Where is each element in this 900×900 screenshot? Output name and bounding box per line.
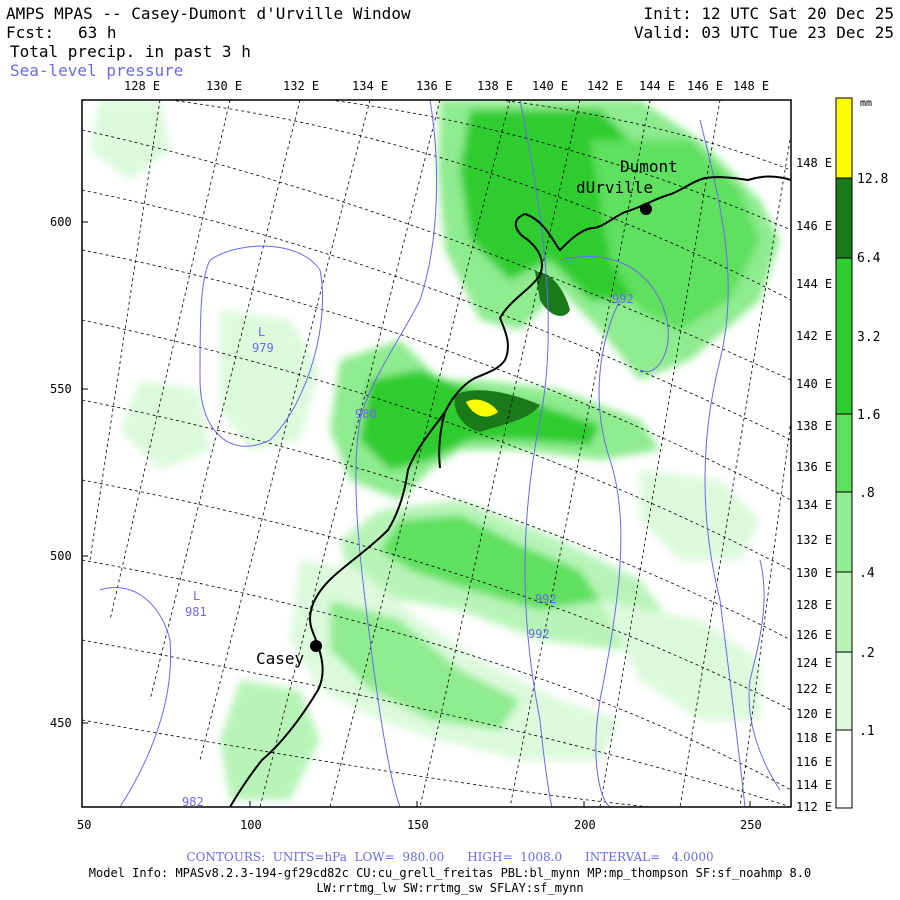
right-lon-label: 138 E: [796, 419, 832, 433]
pressure-label: 980: [355, 407, 377, 421]
colorbar-bin: [836, 178, 852, 258]
colorbar: mm 12.8 6.4 3.2 1.6 .8 .4 .2 .1: [835, 97, 888, 809]
pressure-label: 982: [182, 795, 204, 809]
bottom-tick-label: 50: [77, 818, 91, 832]
bottom-tick-label: 200: [574, 818, 596, 832]
top-lon-label: 148 E: [733, 79, 769, 93]
right-lon-label: 116 E: [796, 755, 832, 769]
right-lon-label: 146 E: [796, 219, 832, 233]
bottom-tick-label: 100: [240, 818, 262, 832]
colorbar-bin: [836, 572, 852, 652]
pressure-label: L: [258, 325, 265, 339]
bottom-tick-label: 150: [407, 818, 429, 832]
pressure-label: L: [193, 589, 200, 603]
left-tick-label: 600: [50, 215, 72, 229]
right-lon-label: 134 E: [796, 498, 832, 512]
map-frame: [81, 99, 792, 808]
station-dumont-durville-marker: [640, 203, 652, 215]
colorbar-bin: [836, 652, 852, 730]
top-lon-label: 128 E: [124, 79, 160, 93]
right-lon-label: 124 E: [796, 656, 832, 670]
station-dumont-label-2: dUrville: [576, 178, 653, 197]
pressure-label: 992: [535, 592, 557, 606]
right-lon-label: 148 E: [796, 156, 832, 170]
station-casey-marker: [310, 640, 322, 652]
colorbar-level-label: 1.6: [857, 408, 880, 423]
top-lon-label: 130 E: [206, 79, 242, 93]
top-lon-label: 144 E: [639, 79, 675, 93]
top-lon-label: 136 E: [416, 79, 452, 93]
top-lon-label: 138 E: [477, 79, 513, 93]
heavy-precip-cell: [535, 271, 570, 316]
right-lon-label: 132 E: [796, 533, 832, 547]
colorbar-bin: [836, 730, 852, 808]
right-lon-label: 122 E: [796, 682, 832, 696]
pressure-contours: [99, 100, 781, 807]
graticule-latitude: [82, 100, 791, 807]
overlay-name: Sea-level pressure: [10, 61, 184, 80]
colorbar-bin: [836, 98, 852, 178]
top-lon-label: 134 E: [352, 79, 388, 93]
bottom-axis: 50 100 150 200 250: [77, 801, 762, 832]
pressure-label: 981: [185, 605, 207, 619]
colorbar-bin: [836, 258, 852, 414]
colorbar-bin: [836, 492, 852, 572]
top-lon-label: 132 E: [283, 79, 319, 93]
contour-info: CONTOURS: UNITS=hPa LOW= 980.00 HIGH= 10…: [186, 850, 714, 864]
station-dumont-label-1: Dumont: [620, 157, 678, 176]
right-lon-label: 120 E: [796, 707, 832, 721]
colorbar-level-label: .4: [859, 566, 875, 581]
colorbar-level-label: .1: [859, 724, 875, 739]
colorbar-level-label: 12.8: [857, 172, 888, 187]
right-longitude-labels: 148 E 146 E 144 E 142 E 140 E 138 E 136 …: [796, 156, 832, 814]
right-lon-label: 128 E: [796, 598, 832, 612]
colorbar-level-label: 6.4: [857, 251, 881, 266]
left-tick-label: 500: [50, 549, 72, 563]
max-precip-cell: [466, 399, 498, 417]
model-info-physics: LW:rrtmg_lw SW:rrtmg_sw SFLAY:sf_mynn: [316, 881, 584, 895]
forecast-hours: 63 h: [78, 23, 117, 42]
right-lon-label: 142 E: [796, 329, 832, 343]
graticule-longitude: [89, 100, 791, 807]
colorbar-level-label: 3.2: [857, 330, 880, 345]
map-title: AMPS MPAS -- Casey-Dumont d'Urville Wind…: [6, 4, 411, 23]
left-tick-label: 550: [50, 382, 72, 396]
model-info: Model Info: MPASv8.2.3-194-gf29cd82c CU:…: [88, 866, 812, 880]
right-lon-label: 126 E: [796, 628, 832, 642]
right-lon-label: 140 E: [796, 377, 832, 391]
right-lon-label: 136 E: [796, 460, 832, 474]
valid-time: Valid: 03 UTC Tue 23 Dec 25: [633, 23, 894, 42]
colorbar-level-label: .2: [859, 646, 875, 661]
pressure-label: 992: [612, 292, 634, 306]
precip-field: [82, 100, 791, 807]
station-casey-label: Casey: [256, 649, 305, 668]
pressure-label: 979: [252, 341, 274, 355]
coastline: [229, 175, 791, 807]
right-lon-label: 112 E: [796, 800, 832, 814]
right-lon-label: 144 E: [796, 277, 832, 291]
left-tick-label: 450: [50, 716, 72, 730]
right-lon-label: 130 E: [796, 566, 832, 580]
left-axis: 600 550 500 450: [50, 215, 88, 730]
top-lon-label: 142 E: [587, 79, 623, 93]
colorbar-bin: [836, 414, 852, 492]
top-lon-label: 146 E: [687, 79, 723, 93]
init-time: Init: 12 UTC Sat 20 Dec 25: [643, 4, 894, 23]
top-longitude-labels: 128 E 130 E 132 E 134 E 136 E 138 E 140 …: [124, 79, 769, 93]
bottom-tick-label: 250: [740, 818, 762, 832]
colorbar-level-label: .8: [859, 486, 875, 501]
pressure-label: 992: [528, 627, 550, 641]
right-lon-label: 114 E: [796, 778, 832, 792]
pressure-labels: L 979 980 992 L 981 992 992 982: [182, 292, 634, 809]
forecast-label: Fcst:: [6, 23, 55, 42]
right-lon-label: 118 E: [796, 731, 832, 745]
top-lon-label: 140 E: [532, 79, 568, 93]
field-name: Total precip. in past 3 h: [10, 42, 251, 61]
colorbar-unit: mm: [860, 98, 872, 109]
